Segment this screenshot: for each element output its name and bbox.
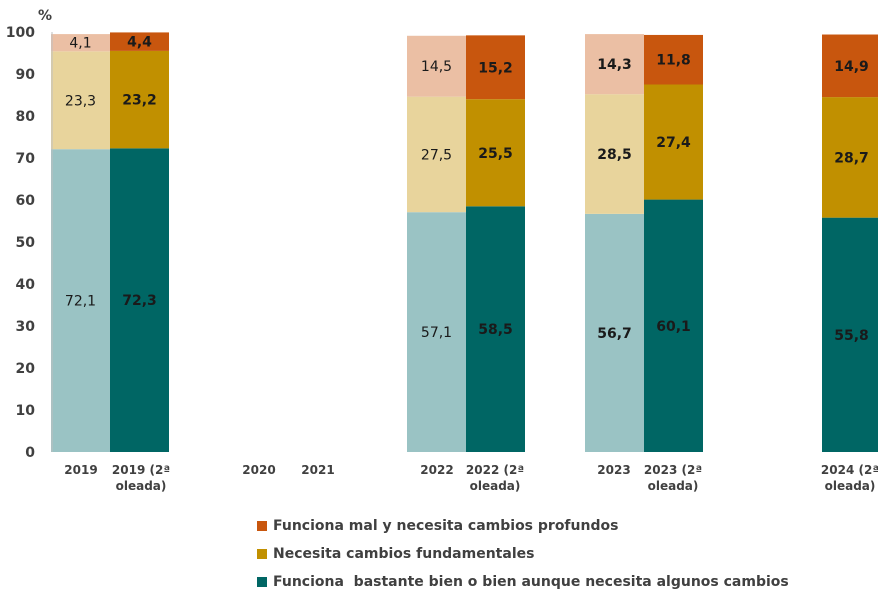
data-label-mal: 4,4 <box>127 35 152 51</box>
legend-item-bien: Funciona bastante bien o bien aunque nec… <box>257 568 789 596</box>
x-tick-label: oleada) <box>116 479 167 493</box>
data-label-mal: 14,9 <box>834 59 869 75</box>
y-tick-label: 30 <box>16 319 36 335</box>
bar-segment-fundamentales <box>585 94 644 214</box>
y-tick-label: 0 <box>25 445 35 461</box>
data-label-fundamentales: 28,7 <box>834 150 869 166</box>
bar-segment-mal <box>822 34 878 98</box>
bar-segment-mal <box>644 34 703 85</box>
bar-segment-fundamentales <box>822 97 878 218</box>
x-tick-label: 2020 <box>242 463 275 477</box>
legend-label-bien: Funciona bastante bien o bien aunque nec… <box>273 574 789 590</box>
bars-group: 72,1 23,3 4,1 72,3 23,2 4,4 57,1 27,5 14,5 58,5 25… <box>51 32 878 452</box>
x-tick-label: 2022 <box>420 463 453 477</box>
bar-segment-mal <box>407 35 466 97</box>
bar-segment-mal <box>585 34 644 95</box>
data-label-fundamentales: 27,4 <box>656 135 691 151</box>
y-tick-label: 10 <box>16 403 36 419</box>
y-tick-label: 80 <box>16 109 36 125</box>
data-label-bien: 72,3 <box>122 293 157 309</box>
x-tick-label: 2021 <box>301 463 334 477</box>
bar-segment-mal <box>110 32 169 51</box>
y-tick-label: 20 <box>16 361 36 377</box>
data-label-mal: 4,1 <box>69 36 91 52</box>
x-axis-ticks: 2019 2019 (2ª oleada) 2020 2021 2022 2022 (2ª o… <box>64 463 878 493</box>
legend-item-fundamentales: Necesita cambios fundamentales <box>257 540 789 568</box>
x-tick-label: oleada) <box>825 479 876 493</box>
data-label-fundamentales: 23,3 <box>65 93 96 109</box>
data-label-fundamentales: 28,5 <box>597 147 632 163</box>
data-label-bien: 58,5 <box>478 322 513 338</box>
x-tick-label: 2019 (2ª <box>112 463 170 477</box>
data-label-mal: 11,8 <box>656 53 691 69</box>
x-tick-label: 2019 <box>64 463 97 477</box>
data-label-fundamentales: 27,5 <box>421 147 452 163</box>
bar-segment-fundamentales <box>466 99 525 207</box>
legend-swatch-bien <box>257 577 267 587</box>
legend-label-fundamentales: Necesita cambios fundamentales <box>273 546 535 562</box>
y-tick-label: 40 <box>16 277 36 293</box>
y-tick-label: 70 <box>16 151 36 167</box>
bar-segment-fundamentales <box>51 51 110 150</box>
data-label-bien: 57,1 <box>421 325 452 341</box>
data-label-bien: 72,1 <box>65 294 96 310</box>
data-label-bien: 55,8 <box>834 328 869 344</box>
x-tick-label: oleada) <box>470 479 521 493</box>
data-label-mal: 14,5 <box>421 59 452 75</box>
bar-segment-bien <box>407 212 466 452</box>
data-label-mal: 14,3 <box>597 57 632 73</box>
bar-segment-bien <box>822 217 878 452</box>
bar-segment-bien <box>644 199 703 452</box>
bar-segment-bien <box>585 213 644 452</box>
bar-segment-fundamentales <box>407 96 466 213</box>
legend-swatch-fundamentales <box>257 549 267 559</box>
data-label-bien: 60,1 <box>656 319 691 335</box>
legend: Funciona mal y necesita cambios profundo… <box>257 512 789 596</box>
bar-segment-mal <box>466 35 525 100</box>
bar-segment-bien <box>110 148 169 452</box>
bar-segment-bien <box>51 149 110 452</box>
y-tick-label: 100 <box>6 25 35 41</box>
y-axis-ticks: 0 10 20 30 40 50 60 70 80 90 100 <box>6 25 35 461</box>
bar-segment-mal <box>51 34 110 52</box>
legend-label-mal: Funciona mal y necesita cambios profundo… <box>273 518 619 534</box>
x-tick-label: 2023 (2ª <box>644 463 702 477</box>
x-tick-label: 2024 (2ª <box>821 463 878 477</box>
legend-swatch-mal <box>257 521 267 531</box>
y-axis-unit-label: % <box>38 8 52 24</box>
data-label-mal: 15,2 <box>478 60 513 76</box>
y-tick-label: 50 <box>16 235 36 251</box>
legend-item-mal: Funciona mal y necesita cambios profundo… <box>257 512 789 540</box>
data-label-fundamentales: 23,2 <box>122 93 157 109</box>
x-tick-label: 2023 <box>597 463 630 477</box>
x-tick-label: oleada) <box>648 479 699 493</box>
y-tick-label: 90 <box>16 67 36 83</box>
bar-segment-bien <box>466 206 525 452</box>
data-label-fundamentales: 25,5 <box>478 146 513 162</box>
x-tick-label: 2022 (2ª <box>466 463 524 477</box>
data-label-bien: 56,7 <box>597 326 632 342</box>
y-tick-label: 60 <box>16 193 36 209</box>
bar-segment-fundamentales <box>644 84 703 200</box>
bar-segment-fundamentales <box>110 50 169 149</box>
